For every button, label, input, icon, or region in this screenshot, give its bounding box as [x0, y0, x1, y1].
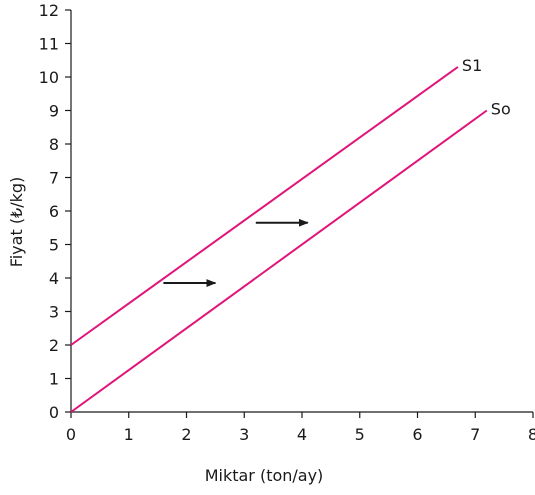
- x-axis-title: Miktar (ton/ay): [205, 466, 324, 485]
- x-tick-label-3: 3: [239, 425, 249, 444]
- y-tick-label-6: 6: [49, 202, 59, 221]
- y-tick-label-7: 7: [49, 169, 59, 188]
- y-tick-label-2: 2: [49, 336, 59, 355]
- series-label-So: So: [491, 100, 511, 119]
- y-tick-label-4: 4: [49, 269, 59, 288]
- x-tick-label-7: 7: [470, 425, 480, 444]
- y-tick-label-10: 10: [39, 68, 59, 87]
- y-axis-title: Fiyat (₺/kg): [7, 177, 26, 268]
- y-tick-label-11: 11: [39, 35, 59, 54]
- y-tick-label-0: 0: [49, 403, 59, 422]
- series-label-S1: S1: [462, 56, 482, 75]
- x-tick-label-0: 0: [66, 425, 76, 444]
- series-line-S1: [70, 66, 459, 346]
- x-tick-label-2: 2: [181, 425, 191, 444]
- y-tick-label-9: 9: [49, 102, 59, 121]
- x-tick-label-4: 4: [297, 425, 307, 444]
- y-tick-label-8: 8: [49, 135, 59, 154]
- y-tick-label-5: 5: [49, 236, 59, 255]
- series-line-So: [70, 109, 488, 413]
- x-tick-label-8: 8: [528, 425, 535, 444]
- x-tick-label-6: 6: [412, 425, 422, 444]
- x-tick-label-1: 1: [124, 425, 134, 444]
- x-tick-label-5: 5: [355, 425, 365, 444]
- y-tick-label-1: 1: [49, 370, 59, 389]
- y-tick-label-12: 12: [39, 1, 59, 20]
- y-tick-label-3: 3: [49, 303, 59, 322]
